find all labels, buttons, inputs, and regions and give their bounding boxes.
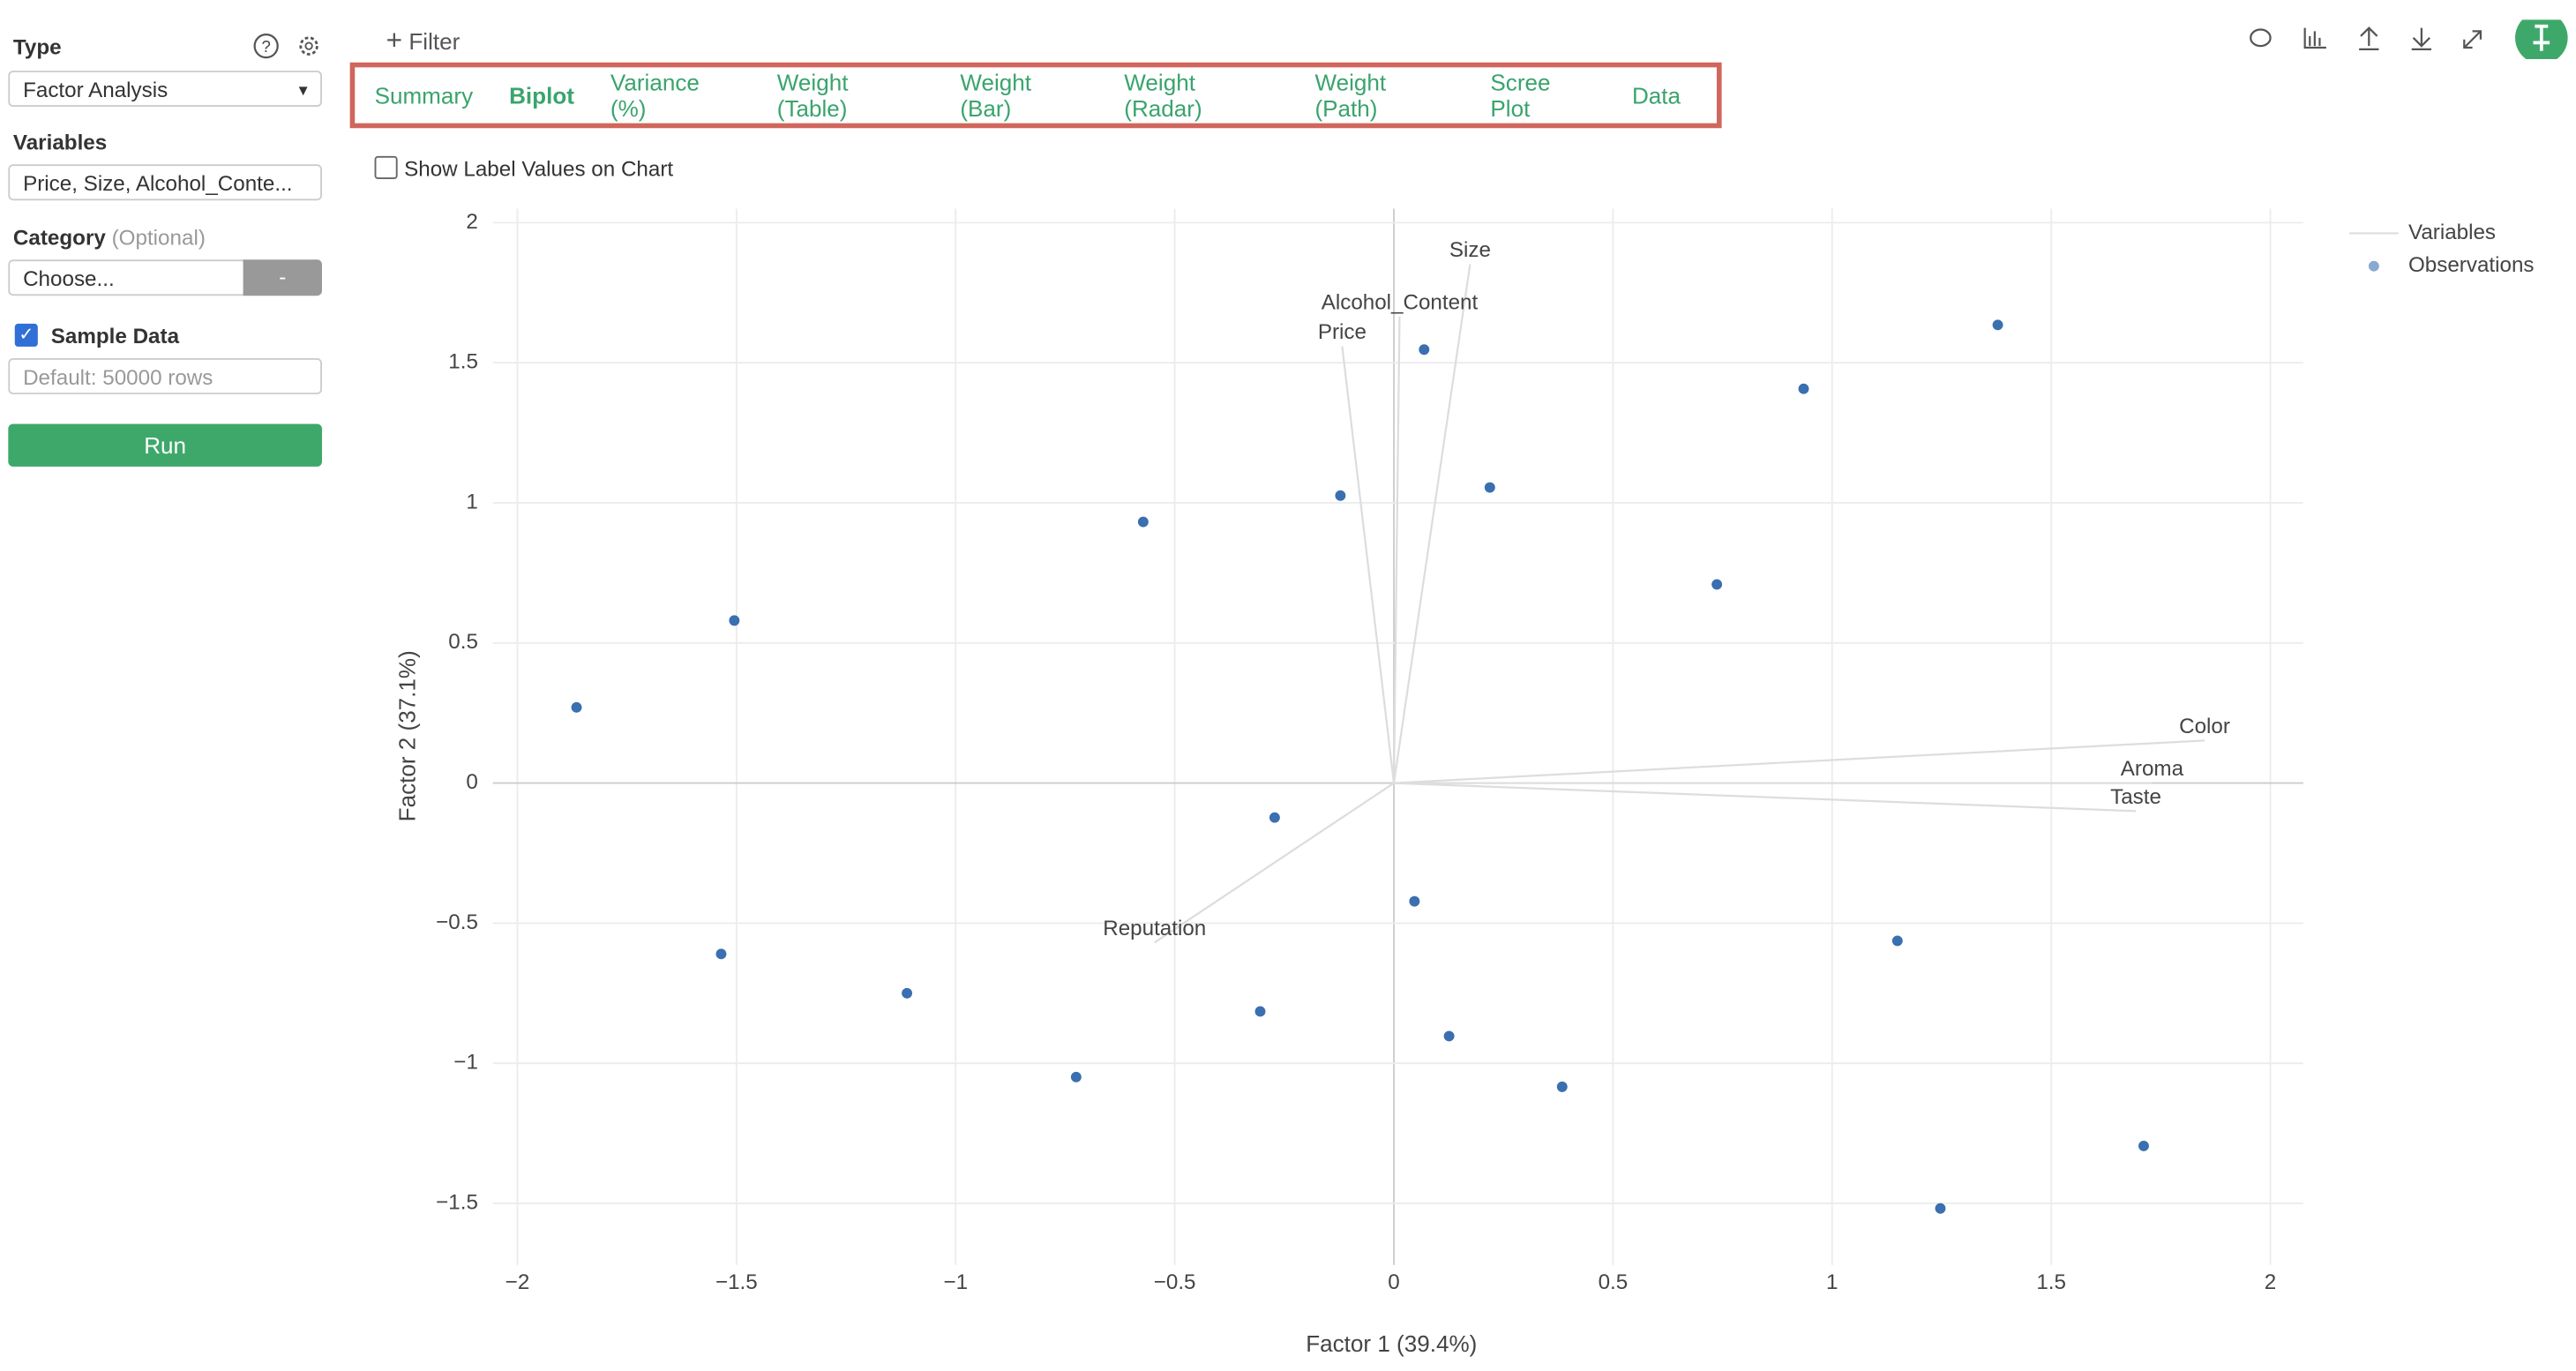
variable-vector <box>1392 264 1471 783</box>
observation-point <box>1335 490 1346 501</box>
category-optional: (Optional) <box>111 225 206 251</box>
observation-point <box>1419 344 1430 356</box>
y-tick-label: 2 <box>466 210 477 234</box>
type-icons[interactable]: ? <box>251 31 327 61</box>
svg-text:?: ? <box>261 37 270 56</box>
legend-label: Variables <box>2408 221 2496 244</box>
filter-button[interactable]: + Filter <box>386 24 461 56</box>
tab[interactable]: Summary <box>374 82 474 109</box>
tab[interactable]: Weight (Table) <box>776 69 849 122</box>
observation-point <box>1798 383 1809 394</box>
observation-point <box>715 948 727 960</box>
show-labels-text: Show Label Values on Chart <box>404 155 674 181</box>
type-value: Factor Analysis <box>23 77 168 102</box>
variable-label: Taste <box>2110 785 2161 809</box>
x-tick-label: −1.5 <box>715 1270 758 1294</box>
observation-point <box>1409 895 1420 907</box>
y-tick-label: 0.5 <box>448 630 478 654</box>
observation-point <box>1992 319 2003 331</box>
category-button[interactable]: - <box>243 259 322 296</box>
observation-point <box>902 987 913 999</box>
observation-point <box>1711 579 1723 590</box>
observation-point <box>729 615 740 626</box>
y-tick-label: 1.5 <box>448 350 478 374</box>
variable-label: Size <box>1449 238 1491 262</box>
x-tick-label: 1.5 <box>2036 1270 2066 1294</box>
x-tick-label: −0.5 <box>1154 1270 1196 1294</box>
type-select[interactable]: Factor Analysis ▼ <box>8 71 322 108</box>
y-tick-label: −1 <box>453 1051 478 1075</box>
observation-point <box>1254 1006 1266 1017</box>
observation-point <box>1443 1030 1455 1042</box>
variable-vector <box>1393 739 2205 784</box>
legend-dot <box>2368 260 2379 272</box>
tab[interactable]: Weight (Path) <box>1314 69 1387 122</box>
filter-text: Filter <box>408 27 461 55</box>
observation-point <box>1269 812 1280 823</box>
observation-point <box>1137 516 1149 528</box>
tab[interactable]: Data <box>1631 82 1681 109</box>
variable-vector <box>1154 782 1395 944</box>
toolbar[interactable] <box>2243 19 2576 60</box>
category-label: Category <box>12 225 106 251</box>
y-tick-label: 0 <box>466 770 477 794</box>
type-label: Type <box>12 34 62 60</box>
tab[interactable]: Variance (%) <box>610 69 700 122</box>
category-select[interactable]: Choose... <box>8 259 247 296</box>
x-tick-label: 0.5 <box>1599 1270 1629 1294</box>
variable-label: Alcohol_Content <box>1322 290 1479 314</box>
tab[interactable]: Weight (Radar) <box>1124 69 1202 122</box>
observation-point <box>1484 482 1495 493</box>
variable-vector <box>1392 316 1401 783</box>
x-axis-title: Factor 1 (39.4%) <box>1306 1330 1477 1357</box>
variable-label: Aroma <box>2121 757 2184 781</box>
x-tick-label: 1 <box>1826 1270 1838 1294</box>
variables-input[interactable]: Price, Size, Alcohol_Conte... <box>8 164 322 201</box>
observation-point <box>1891 935 1903 947</box>
observation-point <box>1556 1081 1568 1092</box>
y-axis-title: Factor 2 (37.1%) <box>394 650 421 821</box>
y-tick-label: −1.5 <box>436 1190 478 1214</box>
variable-label: Color <box>2179 715 2230 738</box>
observation-point <box>571 701 582 713</box>
observation-point <box>1070 1071 1082 1083</box>
sample-checkbox[interactable]: ✓ <box>14 323 38 347</box>
y-tick-label: 1 <box>466 490 477 513</box>
legend-label: Observations <box>2408 253 2535 277</box>
tab[interactable]: Scree Plot <box>1490 69 1551 122</box>
variable-label: Price <box>1318 320 1367 344</box>
category-label-row: Category (Optional) <box>13 225 206 250</box>
y-tick-label: −0.5 <box>436 910 478 934</box>
observation-point <box>2138 1140 2149 1151</box>
tab[interactable]: Weight (Bar) <box>960 69 1032 122</box>
x-tick-label: 2 <box>2265 1270 2276 1294</box>
observation-point <box>1935 1202 1946 1214</box>
x-tick-label: −1 <box>943 1270 968 1294</box>
tab[interactable]: Biplot <box>509 82 574 109</box>
sample-input[interactable]: Default: 50000 rows <box>8 357 322 394</box>
x-tick-label: 0 <box>1388 1270 1399 1294</box>
show-labels-checkbox[interactable] <box>374 155 398 179</box>
run-button[interactable]: Run <box>8 423 322 467</box>
x-tick-label: −2 <box>505 1270 530 1294</box>
tab-bar: Summary Biplot Variance (%) Weight (Table) W… <box>349 62 1722 129</box>
variable-vector <box>1393 782 2137 813</box>
variable-label: Reputation <box>1103 917 1206 940</box>
variable-vector <box>1341 346 1396 783</box>
sample-label: Sample Data <box>50 323 180 348</box>
variables-label: Variables <box>12 130 108 155</box>
